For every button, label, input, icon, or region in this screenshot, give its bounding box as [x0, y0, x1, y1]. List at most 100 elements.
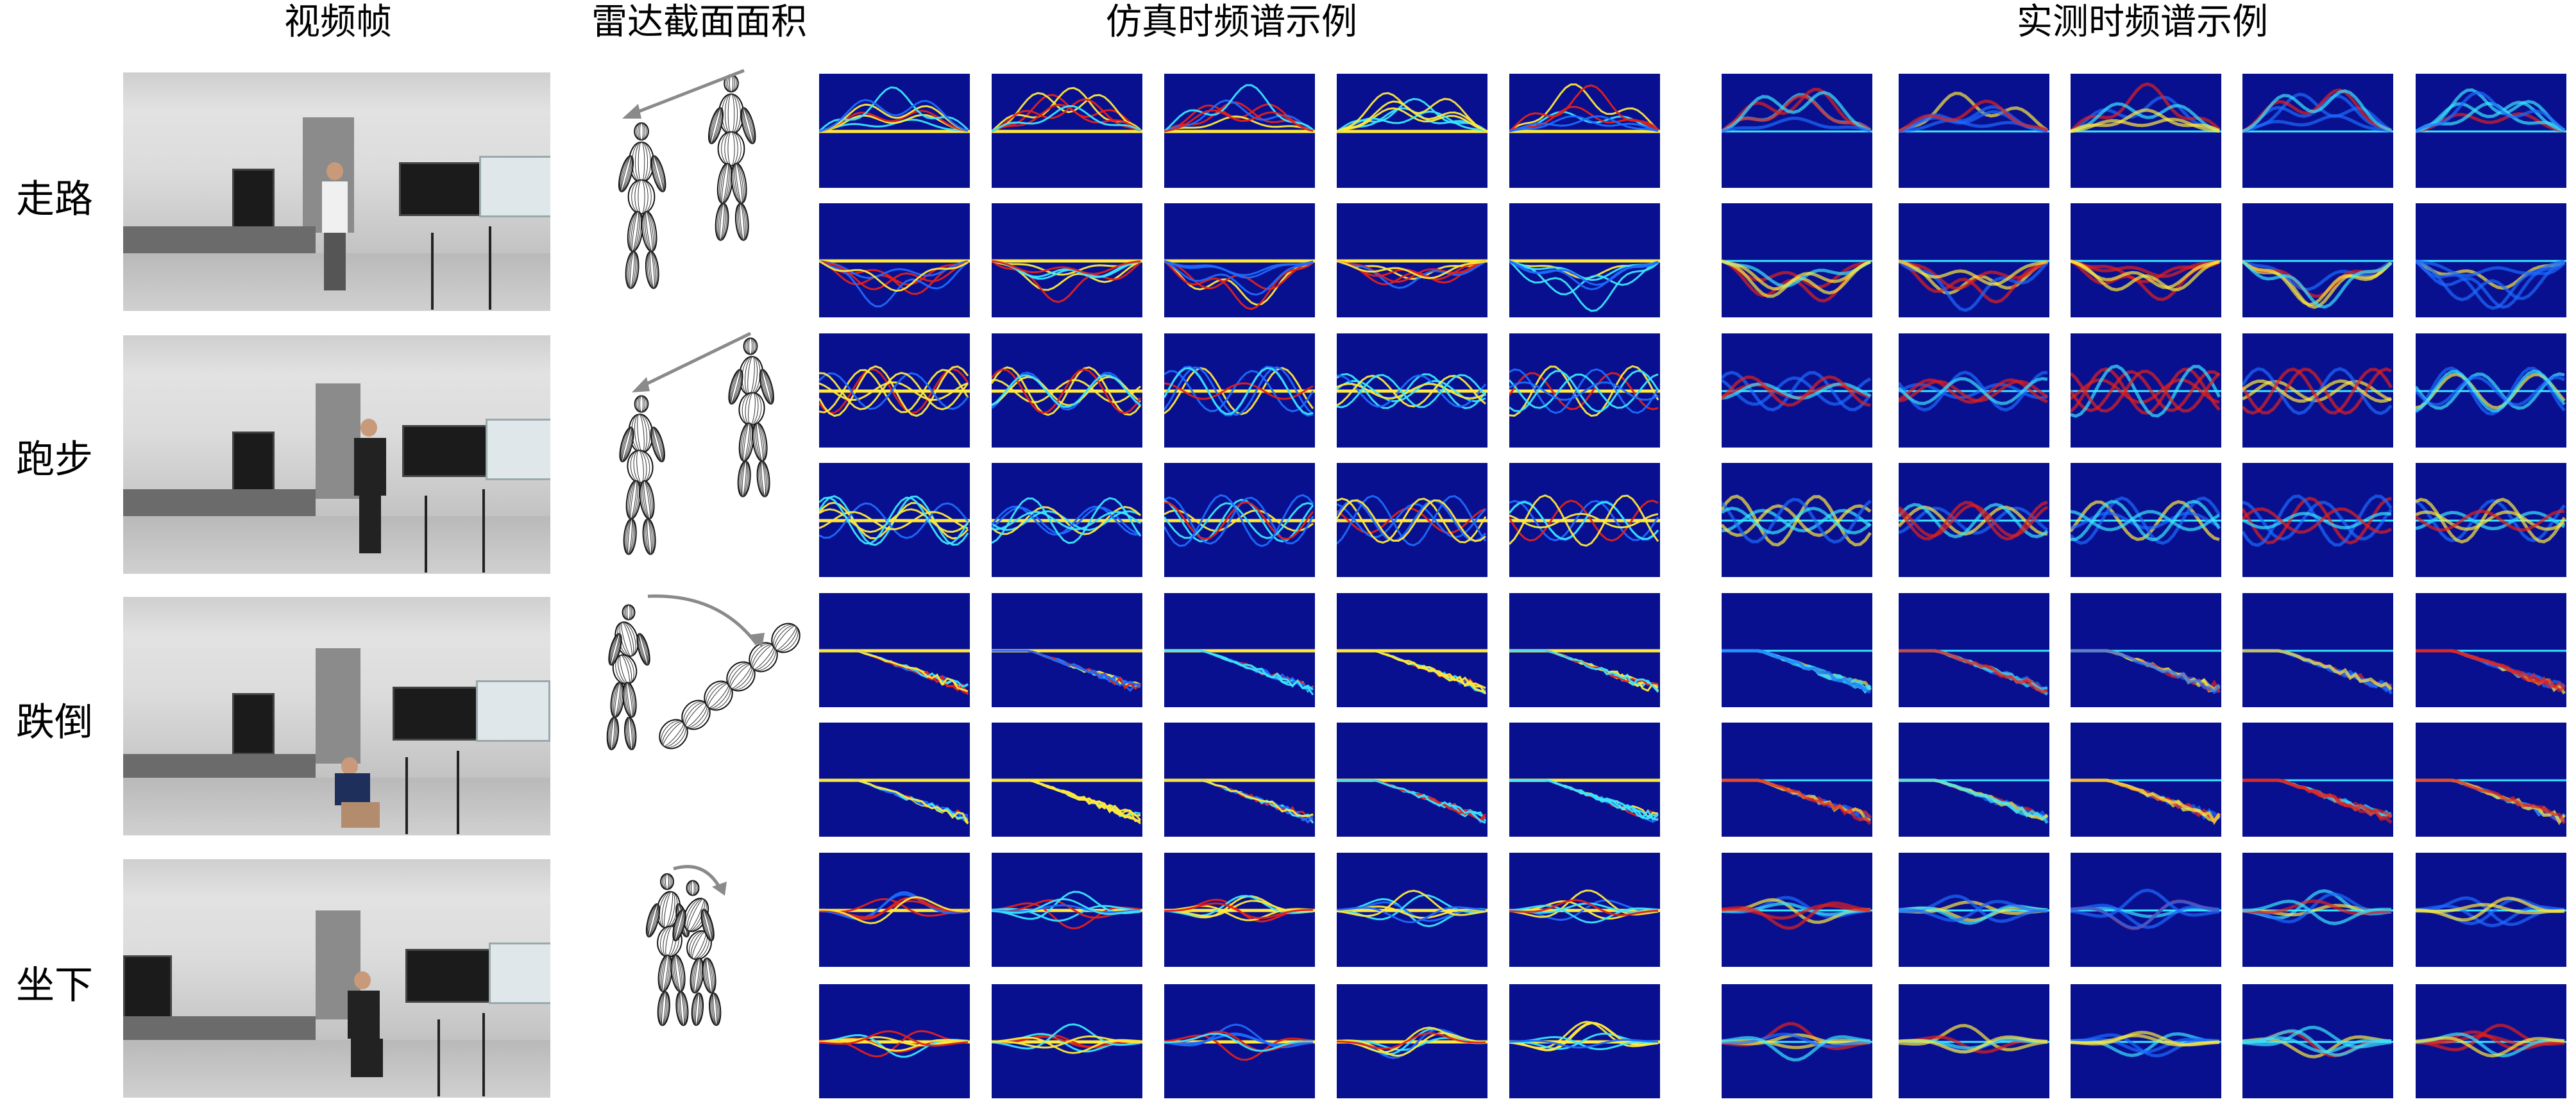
measured-spectrogram [2416, 74, 2566, 188]
doppler-signature [1722, 649, 1872, 694]
rcs-mesh-line [704, 957, 715, 994]
doppler-signature [1509, 373, 1659, 409]
simulated-spectrogram [1164, 203, 1315, 317]
rcs-mesh-line [651, 427, 665, 462]
doppler-signature [819, 779, 969, 821]
doppler-signature [2071, 259, 2220, 289]
tripod [482, 489, 485, 573]
monitor [399, 162, 486, 216]
doppler-signature [2242, 512, 2392, 530]
simulated-spectrogram [1509, 333, 1660, 448]
row-label-run: 跑步 [16, 437, 93, 482]
rcs-mesh-line [709, 107, 723, 144]
header-simulated: 仿真时频谱示例 [1106, 1, 1357, 43]
measured-spectrogram [2071, 463, 2221, 577]
doppler-signature [2242, 367, 2393, 415]
doppler-signature [1164, 494, 1314, 548]
doppler-signature [1509, 106, 1659, 133]
doppler-signature [1722, 903, 1871, 920]
measured-spectrogram [2242, 463, 2393, 577]
doppler-signature [1337, 260, 1486, 283]
doppler-signature [2416, 372, 2565, 410]
rcs-mesh-line [758, 460, 768, 498]
doppler-signature [1899, 649, 2049, 696]
rcs-mesh-line [702, 909, 714, 941]
ceiling [123, 335, 550, 374]
doppler-signature [819, 365, 969, 417]
simulated-spectrogram [992, 463, 1142, 577]
doppler-signature [1899, 503, 2049, 538]
header-rcs: 雷达截面面积 [591, 1, 807, 43]
doppler-signature [1164, 902, 1313, 919]
doppler-signature [1509, 260, 1659, 281]
rcs-mesh-line [745, 337, 756, 355]
simulated-spectrogram [819, 853, 970, 967]
measured-spectrogram [1899, 333, 2049, 448]
doppler-signature [2071, 1030, 2220, 1047]
doppler-signature [819, 99, 969, 133]
doppler-signature [1164, 99, 1314, 133]
rcs-mesh-line [674, 909, 685, 941]
doppler-signature [819, 779, 969, 821]
doppler-signature [2242, 367, 2392, 415]
measured-spectrogram [2242, 593, 2393, 707]
doppler-signature [1899, 371, 2048, 412]
rcs-figure-run [619, 331, 774, 555]
doppler-signature [2071, 259, 2220, 278]
doppler-signature [992, 649, 1141, 688]
simulated-spectrogram [1164, 463, 1315, 577]
simulated-spectrogram [819, 333, 970, 448]
ceiling [123, 859, 550, 898]
doppler-signature [819, 372, 969, 410]
measured-spectrogram [2242, 723, 2393, 837]
doppler-signature [1509, 1021, 1659, 1052]
doppler-signature [1899, 380, 2049, 403]
doppler-signature [1337, 107, 1486, 133]
simulated-spectrogram [992, 853, 1142, 967]
rcs-ellipsoid [752, 422, 768, 462]
tripod [425, 496, 427, 573]
doppler-signature [819, 649, 969, 692]
rcs-mesh-line [739, 460, 749, 498]
rcs-mesh-line [710, 993, 720, 1026]
doppler-signature [1509, 1035, 1659, 1050]
simulated-spectrogram [1164, 333, 1315, 448]
doppler-signature [2416, 259, 2565, 278]
doppler-signature [1164, 84, 1314, 133]
tripod [489, 226, 491, 310]
doppler-signature [1899, 1035, 2048, 1054]
doppler-signature [1899, 376, 2048, 405]
monitor [393, 687, 480, 741]
doppler-signature [2071, 364, 2221, 418]
doppler-signature [2416, 896, 2565, 922]
doppler-signature [2416, 778, 2566, 825]
measured-spectrogram [1722, 463, 1872, 577]
floor [123, 516, 550, 574]
doppler-signature [819, 1038, 969, 1052]
doppler-signature [819, 779, 969, 824]
doppler-signature [1722, 1032, 1871, 1048]
rcs-figure-fall [606, 594, 801, 751]
doppler-signature [1722, 649, 1872, 694]
doppler-signature [1164, 649, 1314, 696]
rcs-ellipsoid [717, 131, 745, 167]
doppler-signature [1337, 374, 1487, 408]
doppler-signature [1722, 259, 1871, 291]
doppler-signature [2416, 649, 2566, 695]
rcs-mesh-line [609, 633, 621, 666]
monitor [405, 949, 493, 1003]
doppler-signature [1164, 109, 1314, 133]
doppler-signature [2242, 778, 2393, 824]
simulated-spectrogram [819, 593, 970, 707]
rcs-ellipsoid [639, 480, 655, 520]
rcs-mesh-line [623, 604, 634, 621]
doppler-signature [2071, 370, 2221, 412]
doppler-signature [1899, 778, 2049, 825]
measured-spectrogram [1899, 723, 2049, 837]
measured-spectrogram [2071, 853, 2221, 967]
doppler-signature [1337, 649, 1486, 695]
doppler-signature [1164, 649, 1314, 691]
doppler-signature [2242, 260, 2393, 309]
doppler-signature [1509, 368, 1659, 414]
rcs-mesh-line [659, 955, 672, 992]
